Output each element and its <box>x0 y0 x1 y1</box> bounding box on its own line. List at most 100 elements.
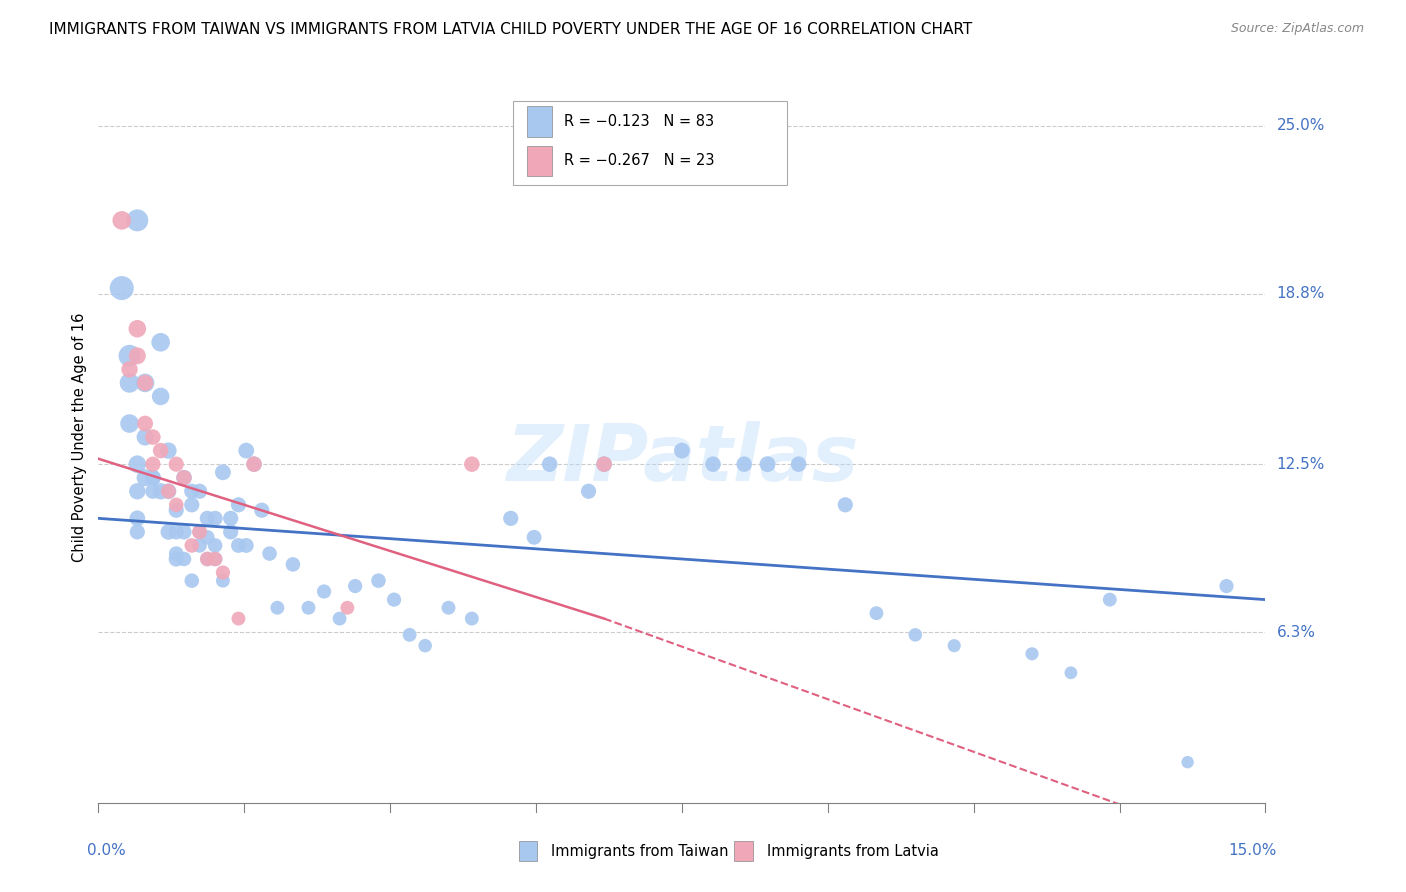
Text: Immigrants from Taiwan: Immigrants from Taiwan <box>551 844 728 859</box>
Text: 0.0%: 0.0% <box>87 843 125 858</box>
Point <box>219 511 242 525</box>
Point <box>437 600 460 615</box>
Point <box>382 592 405 607</box>
Point <box>578 484 600 499</box>
Point <box>228 611 250 625</box>
Text: R = −0.267   N = 23: R = −0.267 N = 23 <box>564 153 714 169</box>
Point <box>157 524 180 539</box>
Point <box>631 145 654 160</box>
Point <box>188 524 211 539</box>
Point <box>943 639 966 653</box>
Point <box>134 376 156 390</box>
Point <box>127 524 149 539</box>
Text: 25.0%: 25.0% <box>1277 118 1324 133</box>
Point <box>367 574 389 588</box>
Point <box>297 600 319 615</box>
Point <box>157 443 180 458</box>
Point <box>165 457 187 471</box>
Point <box>118 376 141 390</box>
Point <box>312 584 335 599</box>
Point <box>204 552 226 566</box>
Point <box>180 498 202 512</box>
Point <box>243 457 266 471</box>
Point <box>235 443 257 458</box>
Point <box>398 628 420 642</box>
Point <box>204 552 226 566</box>
Point <box>904 628 927 642</box>
Point <box>118 362 141 376</box>
Text: IMMIGRANTS FROM TAIWAN VS IMMIGRANTS FROM LATVIA CHILD POVERTY UNDER THE AGE OF : IMMIGRANTS FROM TAIWAN VS IMMIGRANTS FRO… <box>49 22 973 37</box>
Point <box>149 484 172 499</box>
Point <box>204 538 226 552</box>
Point <box>834 498 856 512</box>
Text: 15.0%: 15.0% <box>1229 843 1277 858</box>
Point <box>538 457 561 471</box>
Text: 6.3%: 6.3% <box>1277 624 1316 640</box>
Point <box>118 349 141 363</box>
Point <box>173 471 195 485</box>
Text: Source: ZipAtlas.com: Source: ZipAtlas.com <box>1230 22 1364 36</box>
Point <box>671 443 693 458</box>
Text: R = −0.123   N = 83: R = −0.123 N = 83 <box>564 114 714 129</box>
Point <box>865 606 887 620</box>
Point <box>1177 755 1199 769</box>
Point <box>336 600 359 615</box>
Point <box>127 511 149 525</box>
Point <box>228 538 250 552</box>
Point <box>499 511 522 525</box>
Point <box>127 457 149 471</box>
Point <box>188 484 211 499</box>
Point <box>157 484 180 499</box>
Y-axis label: Child Poverty Under the Age of 16: Child Poverty Under the Age of 16 <box>72 312 87 562</box>
Point <box>165 498 187 512</box>
Point <box>127 213 149 227</box>
Point <box>157 484 180 499</box>
Point <box>787 457 810 471</box>
Point <box>111 213 134 227</box>
Point <box>413 639 436 653</box>
Point <box>142 430 165 444</box>
Point <box>212 566 235 580</box>
Point <box>733 457 755 471</box>
Point <box>173 524 195 539</box>
Point <box>593 457 616 471</box>
Text: ZIPatlas: ZIPatlas <box>506 421 858 497</box>
Point <box>204 511 226 525</box>
Point <box>461 611 484 625</box>
Point <box>329 611 352 625</box>
Point <box>195 530 218 544</box>
Point <box>250 503 273 517</box>
Point <box>188 524 211 539</box>
Point <box>118 417 141 431</box>
Point <box>1098 592 1121 607</box>
Bar <box>527 106 553 136</box>
Point <box>212 574 235 588</box>
Point <box>127 322 149 336</box>
Point <box>188 538 211 552</box>
Text: 12.5%: 12.5% <box>1277 457 1324 472</box>
Point <box>266 600 288 615</box>
Point <box>142 484 165 499</box>
Point <box>523 530 546 544</box>
Point <box>111 281 134 295</box>
Point <box>180 538 202 552</box>
Point <box>344 579 367 593</box>
Point <box>219 524 242 539</box>
Point <box>149 335 172 350</box>
Point <box>461 457 484 471</box>
Point <box>173 552 195 566</box>
Point <box>142 471 165 485</box>
Point <box>149 389 172 403</box>
Point <box>165 547 187 561</box>
Bar <box>519 841 537 862</box>
Point <box>212 465 235 479</box>
Point <box>127 484 149 499</box>
Point <box>165 524 187 539</box>
Point <box>180 484 202 499</box>
Point <box>702 457 724 471</box>
Point <box>235 538 257 552</box>
Point <box>180 574 202 588</box>
Point <box>134 376 156 390</box>
Point <box>243 457 266 471</box>
Point <box>195 552 218 566</box>
